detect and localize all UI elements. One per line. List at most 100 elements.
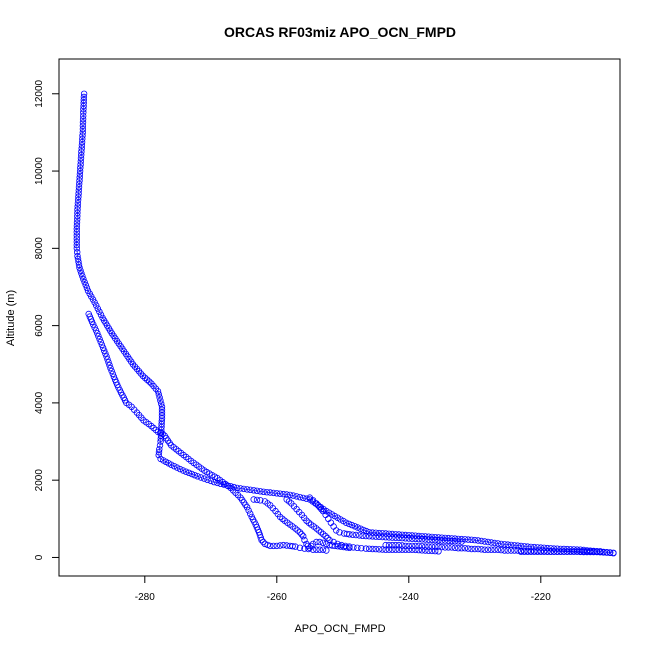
data-point xyxy=(240,485,247,493)
data-point xyxy=(77,161,84,168)
data-point xyxy=(448,537,455,545)
data-point xyxy=(577,548,584,555)
data-point xyxy=(570,546,577,553)
data-point xyxy=(78,148,85,155)
data-point xyxy=(81,278,88,286)
data-point xyxy=(79,129,86,136)
x-tick-label: -220 xyxy=(531,592,551,603)
data-point xyxy=(564,548,571,555)
y-tick-label: 10000 xyxy=(34,157,45,185)
data-point xyxy=(75,183,83,191)
data-point xyxy=(76,174,83,181)
data-point xyxy=(451,544,459,551)
data-point xyxy=(375,546,383,553)
data-point xyxy=(534,544,541,551)
data-point xyxy=(296,494,304,501)
data-point xyxy=(458,545,465,552)
data-point xyxy=(276,490,284,497)
data-point xyxy=(157,400,165,407)
data-point xyxy=(415,542,422,550)
data-point xyxy=(550,548,558,555)
data-point xyxy=(129,361,137,368)
data-point xyxy=(432,543,439,550)
data-point xyxy=(494,546,502,553)
data-point xyxy=(537,544,544,551)
data-point xyxy=(392,531,399,538)
data-point xyxy=(73,232,80,239)
data-point xyxy=(106,362,113,369)
data-point xyxy=(217,480,224,487)
data-point xyxy=(92,302,100,309)
data-point xyxy=(385,541,393,549)
data-point xyxy=(73,235,80,242)
data-point xyxy=(157,438,164,445)
data-point xyxy=(590,548,597,555)
data-point xyxy=(157,397,164,404)
data-point xyxy=(360,526,367,534)
data-point xyxy=(109,370,116,378)
data-point xyxy=(253,496,261,504)
data-point xyxy=(200,475,208,482)
data-point xyxy=(524,543,531,550)
data-point xyxy=(73,245,80,252)
data-point xyxy=(261,540,269,548)
data-point xyxy=(474,545,482,553)
data-point xyxy=(395,531,403,538)
data-point xyxy=(540,544,548,551)
data-point xyxy=(319,539,327,546)
data-point xyxy=(155,451,162,459)
data-point xyxy=(415,535,422,543)
data-point xyxy=(468,545,475,553)
data-point xyxy=(402,546,409,553)
data-point xyxy=(399,542,406,549)
data-point xyxy=(273,542,280,550)
data-point xyxy=(379,533,386,541)
data-point xyxy=(375,533,383,540)
data-point xyxy=(385,534,393,541)
data-point xyxy=(382,546,389,553)
data-point xyxy=(270,542,277,550)
data-point xyxy=(369,529,376,536)
data-point xyxy=(75,180,83,188)
data-point xyxy=(77,267,84,274)
data-point xyxy=(156,442,164,449)
data-point xyxy=(139,372,146,379)
data-point xyxy=(458,538,465,545)
data-point xyxy=(357,525,364,532)
data-point xyxy=(345,520,353,528)
data-point xyxy=(73,228,80,236)
data-point xyxy=(103,353,110,360)
data-point xyxy=(182,468,190,475)
data-point xyxy=(610,550,617,557)
data-point xyxy=(77,164,84,171)
data-point xyxy=(514,542,521,549)
data-point xyxy=(154,388,162,395)
data-point xyxy=(73,219,81,226)
data-point xyxy=(150,424,157,432)
data-point xyxy=(79,132,86,139)
data-point xyxy=(395,534,403,542)
data-point xyxy=(445,544,452,551)
data-point xyxy=(351,523,358,530)
data-point xyxy=(79,115,87,123)
data-point xyxy=(80,105,87,113)
data-point xyxy=(338,541,345,549)
data-point xyxy=(531,543,538,551)
data-point xyxy=(92,327,100,334)
data-point xyxy=(300,533,307,540)
data-point xyxy=(392,541,399,549)
data-point xyxy=(382,534,389,541)
data-point xyxy=(544,548,551,555)
data-point xyxy=(484,538,492,546)
data-point xyxy=(362,532,370,540)
data-point xyxy=(197,474,205,481)
data-point xyxy=(369,533,376,540)
data-point xyxy=(110,373,118,380)
data-point xyxy=(349,531,356,538)
data-point xyxy=(597,548,604,555)
y-tick-label: 6000 xyxy=(34,314,45,337)
data-point xyxy=(498,546,505,554)
data-point xyxy=(369,545,376,553)
data-point xyxy=(358,545,365,552)
data-point xyxy=(342,542,349,550)
